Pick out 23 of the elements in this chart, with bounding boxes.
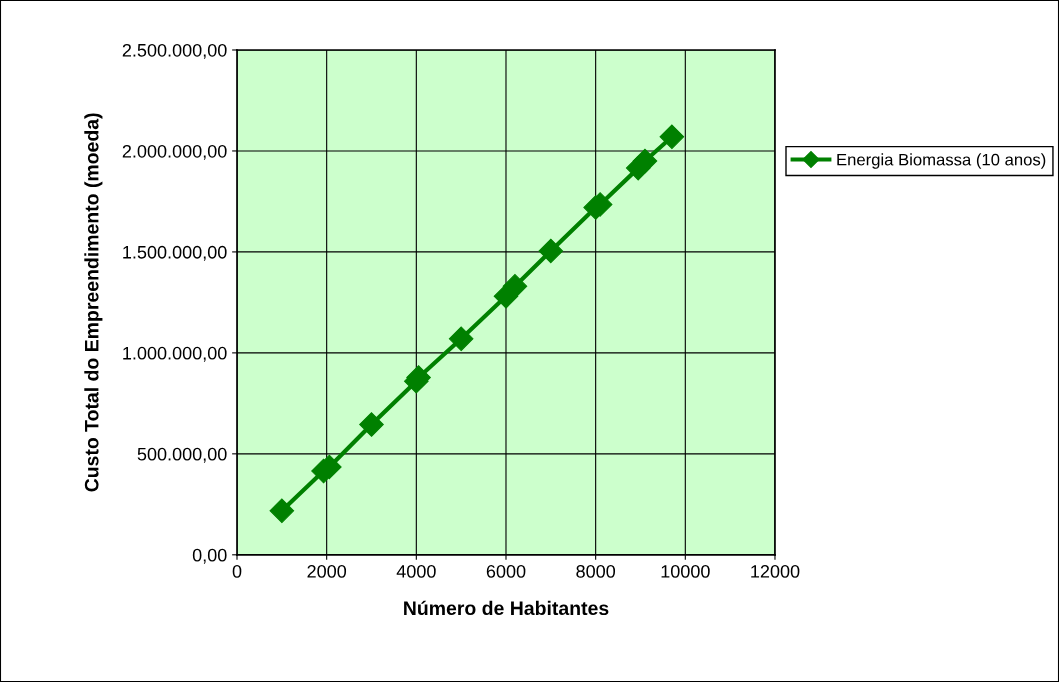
y-tick-label: 2.500.000,00 (122, 43, 227, 59)
y-tick-label: 500.000,00 (137, 447, 227, 463)
x-tick-label: 8000 (576, 565, 616, 578)
x-axis-title: Número de Habitantes (404, 600, 609, 616)
point (632, 148, 658, 174)
legend-label: Energia Biomassa (10 anos) (837, 153, 1046, 169)
y-tick-label: 1.500.000,00 (123, 245, 227, 261)
x-tick-label: 0 (232, 565, 242, 578)
x-tick-label: 2000 (307, 565, 347, 578)
point (502, 273, 528, 299)
point (659, 124, 685, 150)
x-tick-label: 12000 (751, 565, 800, 578)
y-axis-title: Custo Total do Empreendimento (moeda) (84, 113, 103, 492)
y-tick-label: 0,00 (192, 548, 227, 564)
y-tick-label: 2.000.000,00 (122, 144, 227, 160)
point (538, 238, 564, 264)
point (359, 412, 384, 437)
x-tick-label: 10000 (661, 565, 710, 578)
x-tick-label: 6000 (486, 565, 526, 578)
point (269, 498, 295, 524)
x-tick-label: 4000 (396, 565, 436, 578)
y-tick-label: 1.000.000,00 (123, 346, 227, 362)
point (448, 326, 474, 352)
